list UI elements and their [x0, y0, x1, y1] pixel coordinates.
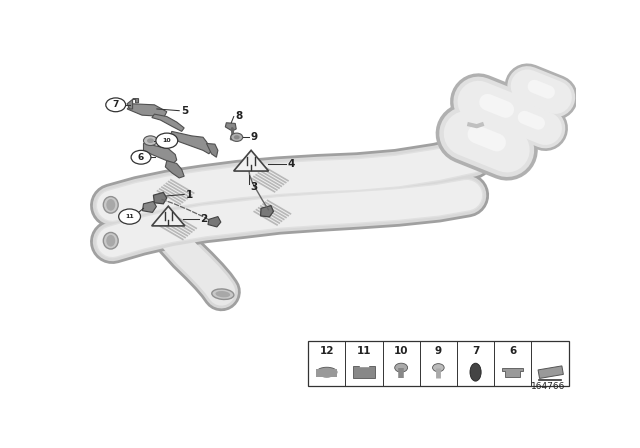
Polygon shape	[143, 202, 156, 212]
Polygon shape	[208, 216, 221, 227]
Circle shape	[106, 98, 125, 112]
Polygon shape	[152, 206, 185, 226]
Circle shape	[118, 209, 141, 224]
Circle shape	[231, 133, 243, 142]
Polygon shape	[234, 151, 269, 171]
Circle shape	[156, 133, 178, 148]
FancyBboxPatch shape	[353, 366, 375, 378]
Polygon shape	[502, 368, 523, 377]
Text: 9: 9	[250, 132, 257, 142]
Polygon shape	[127, 99, 138, 109]
Polygon shape	[538, 366, 563, 379]
Polygon shape	[170, 131, 211, 154]
Text: 10: 10	[394, 346, 408, 356]
Polygon shape	[207, 143, 218, 157]
Circle shape	[147, 138, 154, 143]
Ellipse shape	[216, 291, 230, 297]
Polygon shape	[260, 206, 273, 217]
Text: 4: 4	[287, 159, 294, 169]
Text: 1: 1	[186, 190, 193, 199]
Ellipse shape	[212, 289, 234, 299]
Ellipse shape	[106, 199, 115, 211]
Polygon shape	[154, 193, 167, 204]
Text: 12: 12	[319, 346, 334, 356]
Text: 5: 5	[180, 106, 188, 116]
Circle shape	[433, 364, 444, 372]
Text: 9: 9	[435, 346, 442, 356]
FancyBboxPatch shape	[316, 369, 337, 377]
Ellipse shape	[103, 197, 118, 213]
Text: 11: 11	[125, 214, 134, 219]
Circle shape	[143, 136, 157, 146]
Text: 3: 3	[250, 181, 257, 192]
Polygon shape	[127, 104, 167, 116]
Text: 11: 11	[356, 346, 371, 356]
Polygon shape	[225, 123, 236, 131]
Text: 6: 6	[509, 346, 516, 356]
Text: 8: 8	[236, 111, 243, 121]
Ellipse shape	[317, 367, 337, 377]
Ellipse shape	[470, 363, 481, 381]
Polygon shape	[152, 114, 184, 131]
Text: 164766: 164766	[531, 382, 565, 391]
Text: 2: 2	[200, 214, 208, 224]
Circle shape	[395, 363, 408, 372]
Circle shape	[131, 151, 151, 164]
Text: 10: 10	[163, 138, 171, 143]
Text: 7: 7	[113, 100, 119, 109]
Text: 7: 7	[472, 346, 479, 356]
Polygon shape	[165, 161, 184, 178]
Circle shape	[234, 135, 240, 139]
Ellipse shape	[106, 235, 115, 246]
Polygon shape	[143, 143, 177, 164]
Text: 6: 6	[138, 153, 144, 162]
Ellipse shape	[103, 233, 118, 249]
FancyBboxPatch shape	[308, 341, 568, 386]
